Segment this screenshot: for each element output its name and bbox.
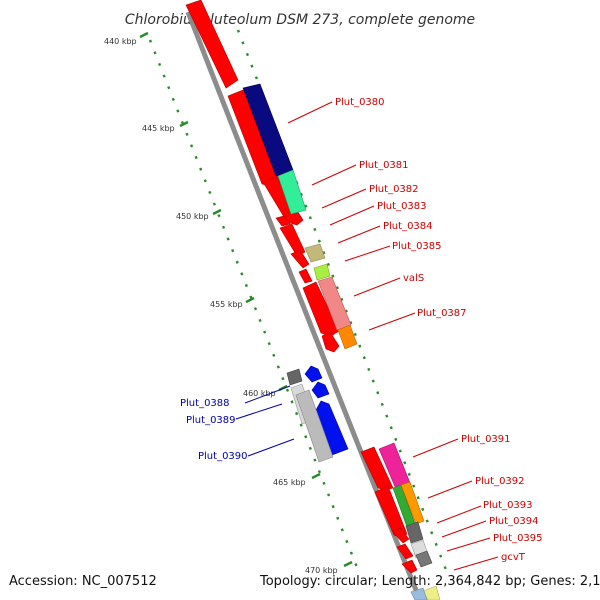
gene-arrow xyxy=(298,268,313,284)
gene-label: Plut_0385 xyxy=(392,241,442,252)
forward-leader-lines xyxy=(287,101,499,571)
gene-label: Plut_0384 xyxy=(383,221,433,232)
tick-label-470: 470 kbp xyxy=(305,566,338,575)
gene-label: Plut_0388 xyxy=(180,398,230,409)
tick-label-440: 440 kbp xyxy=(104,37,137,46)
accession-text: Accession: NC_007512 xyxy=(9,574,157,589)
map-title: Chlorobium luteolum DSM 273, complete ge… xyxy=(125,12,475,28)
gene-labels: Plut_0380 Plut_0381 Plut_0382 Plut_0383 … xyxy=(180,97,543,563)
reverse-strand-genes xyxy=(286,365,349,463)
tick-label-450: 450 kbp xyxy=(176,212,209,221)
gene-block xyxy=(405,521,424,544)
gene-label: Plut_0395 xyxy=(493,533,543,544)
gene-label: Plut_0390 xyxy=(198,451,248,462)
gene-arrow xyxy=(396,543,414,560)
gene-label: Plut_0391 xyxy=(461,434,511,445)
gene-label: Plut_0393 xyxy=(483,500,533,511)
gene-block xyxy=(400,481,425,525)
gene-arrow xyxy=(279,223,306,257)
gene-arrow xyxy=(304,365,323,383)
gene-label: Plut_0392 xyxy=(475,476,525,487)
reverse-leader-lines xyxy=(235,385,295,457)
gene-arrow xyxy=(290,249,310,269)
topology-text: Topology: circular; Length: 2,364,842 bp… xyxy=(260,574,600,589)
gene-label: Plut_0381 xyxy=(359,160,409,171)
tick-label-445: 445 kbp xyxy=(142,124,175,133)
tick-label-465: 465 kbp xyxy=(273,478,306,487)
gene-block xyxy=(317,276,352,331)
gene-block xyxy=(277,169,307,215)
gene-label: Plut_0387 xyxy=(417,308,467,319)
gene-label: gcvT xyxy=(501,552,526,563)
tick-label-455: 455 kbp xyxy=(210,300,243,309)
gene-block xyxy=(415,550,433,568)
gene-arrow xyxy=(321,331,340,353)
gene-arrow xyxy=(185,0,239,89)
colored-genes xyxy=(242,83,441,600)
gene-label: Plut_0380 xyxy=(335,97,385,108)
tick-label-460: 460 kbp xyxy=(243,389,276,398)
gene-arrow xyxy=(401,559,418,574)
gene-block xyxy=(295,389,334,463)
gene-arrow xyxy=(391,527,410,544)
forward-strand-genes xyxy=(185,0,418,574)
gene-arrow xyxy=(275,215,291,227)
gene-block xyxy=(286,368,303,386)
gene-block xyxy=(304,243,326,263)
gene-block xyxy=(410,587,428,600)
gene-arrow xyxy=(311,381,330,399)
gene-block xyxy=(422,585,441,600)
gene-block xyxy=(313,263,331,281)
gene-label: Plut_0394 xyxy=(489,516,539,527)
gene-block xyxy=(337,324,358,350)
gene-label: Plut_0383 xyxy=(377,201,427,212)
gene-arrow xyxy=(302,281,340,337)
gene-label: Plut_0382 xyxy=(369,184,419,195)
gene-label: Plut_0389 xyxy=(186,415,236,426)
gene-label: valS xyxy=(403,273,424,284)
